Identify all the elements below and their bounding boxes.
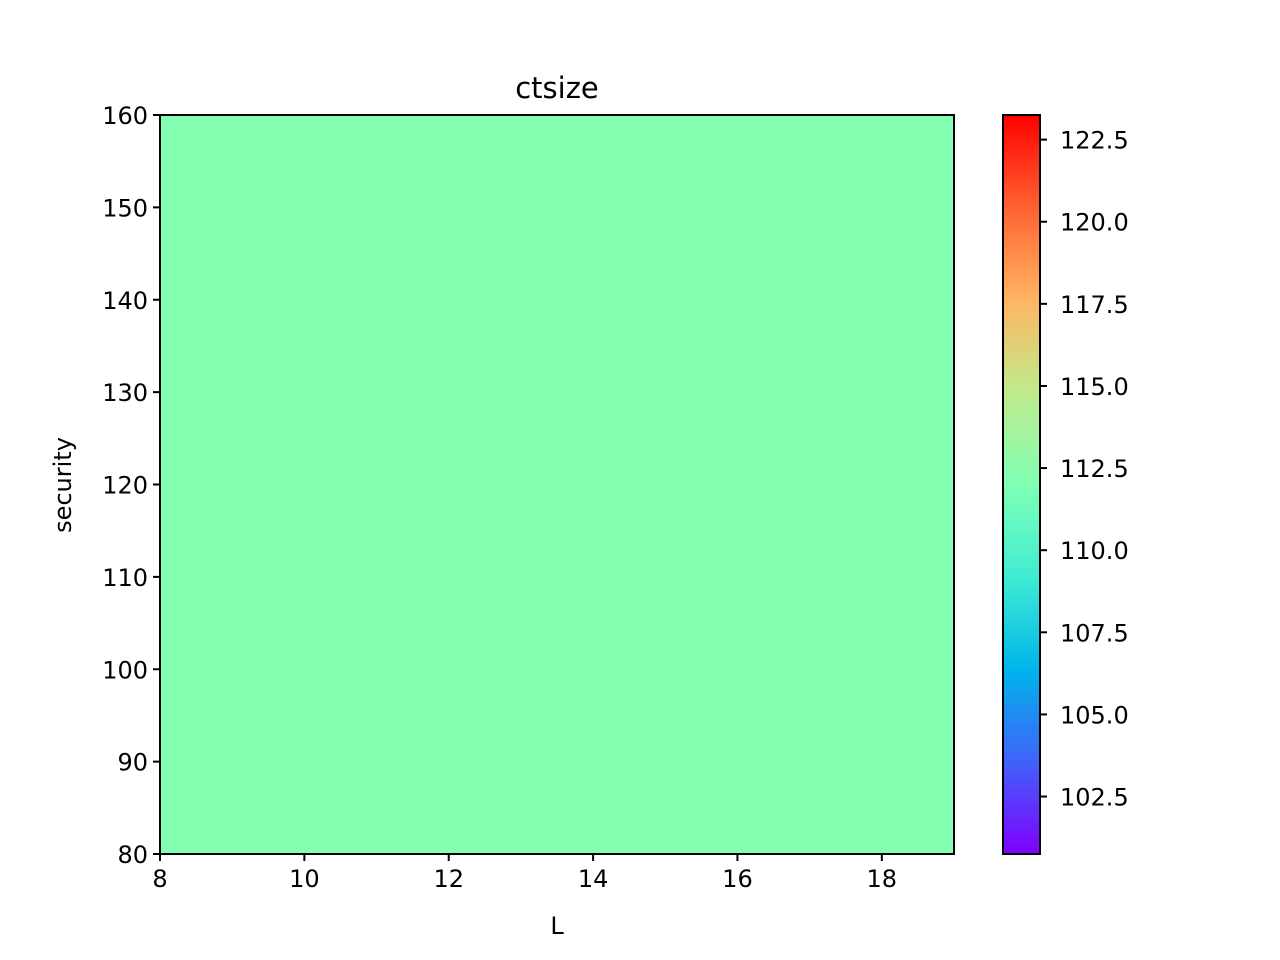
colorbar-frame bbox=[1002, 114, 1041, 855]
x-axis-label: L bbox=[550, 912, 564, 940]
colorbar-tick-label: 120.0 bbox=[1060, 209, 1129, 237]
colorbar bbox=[1003, 115, 1040, 854]
colorbar-tick-label: 110.0 bbox=[1060, 537, 1129, 565]
x-tick-label: 14 bbox=[578, 865, 609, 893]
y-tick-label: 110 bbox=[102, 564, 148, 592]
colorbar-tick-label: 102.5 bbox=[1060, 784, 1129, 812]
y-tick-label: 130 bbox=[102, 379, 148, 407]
y-tick-label: 100 bbox=[102, 656, 148, 684]
heatmap-area bbox=[160, 115, 954, 854]
colorbar-tick-label: 112.5 bbox=[1060, 455, 1129, 483]
colorbar-tick-label: 105.0 bbox=[1060, 701, 1129, 729]
colorbar-ticks: 102.5 105.0 107.5 110.0 112.5 115.0 117.5 120.0… bbox=[1040, 127, 1129, 812]
y-tick-label: 160 bbox=[102, 102, 148, 130]
colorbar-tick-label: 122.5 bbox=[1060, 127, 1129, 155]
y-tick-label: 90 bbox=[117, 749, 148, 777]
y-tick-label: 120 bbox=[102, 472, 148, 500]
x-tick-label: 16 bbox=[722, 865, 753, 893]
x-tick-label: 12 bbox=[433, 865, 464, 893]
y-tick-label: 80 bbox=[117, 841, 148, 869]
colorbar-tick-label: 115.0 bbox=[1060, 373, 1129, 401]
y-tick-label: 150 bbox=[102, 194, 148, 222]
y-axis-ticks: 80 90 100 110 120 130 140 150 160 bbox=[102, 102, 160, 869]
y-tick-label: 140 bbox=[102, 287, 148, 315]
x-tick-label: 18 bbox=[867, 865, 898, 893]
chart-title: ctsize bbox=[515, 71, 599, 105]
colorbar-tick-label: 107.5 bbox=[1060, 619, 1129, 647]
x-tick-label: 8 bbox=[152, 865, 167, 893]
y-axis-label: security bbox=[49, 437, 77, 533]
x-axis-ticks: 8 10 12 14 16 18 bbox=[152, 854, 897, 893]
colorbar-tick-label: 117.5 bbox=[1060, 291, 1129, 319]
x-tick-label: 10 bbox=[289, 865, 320, 893]
